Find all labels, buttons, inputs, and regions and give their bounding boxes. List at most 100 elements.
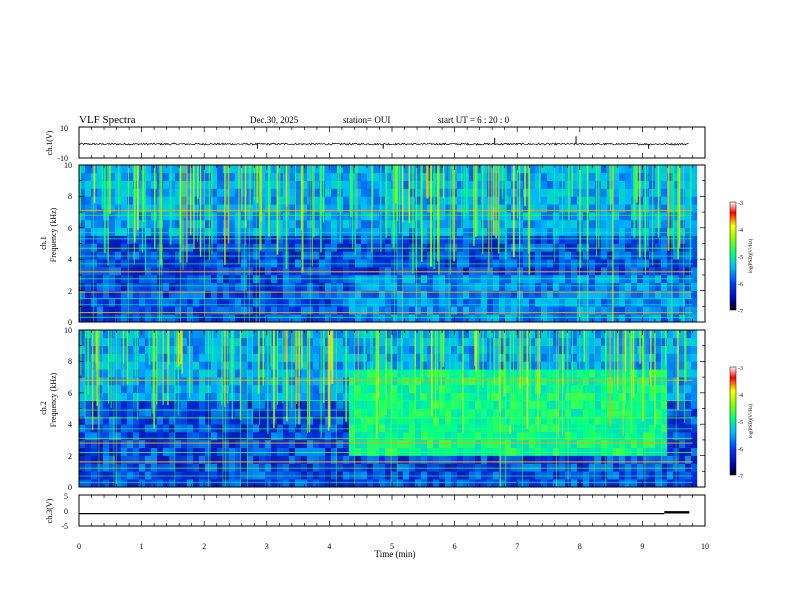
spec-cell: [259, 235, 266, 244]
spec-cell: [445, 361, 452, 370]
spec-cell: [127, 165, 134, 174]
spec-cell: [241, 416, 248, 425]
spec-cell: [103, 471, 110, 480]
spec-cell: [397, 290, 404, 299]
spec-cell: [457, 282, 464, 291]
spec-cell: [193, 463, 200, 472]
spec-cell: [691, 180, 698, 189]
spec-cell: [235, 337, 242, 346]
spec-cell: [529, 180, 536, 189]
spec-cell: [127, 227, 134, 236]
spec-cell: [415, 314, 422, 323]
spec-cell: [157, 455, 164, 464]
spec-cell: [259, 337, 266, 346]
spec-cell: [457, 463, 464, 472]
spec-cell: [211, 377, 218, 386]
spec-cell: [613, 479, 620, 488]
spec-cell: [211, 345, 218, 354]
spec-cell: [259, 377, 266, 386]
spec-cell: [511, 361, 518, 370]
spec-cell: [385, 447, 392, 456]
spec-cell: [115, 290, 122, 299]
spec-cell: [151, 455, 158, 464]
spec-cell: [379, 424, 386, 433]
spec-cell: [301, 361, 308, 370]
spec-cell: [283, 282, 290, 291]
spec-cell: [499, 306, 506, 315]
spec-cell: [505, 353, 512, 362]
ch3-waveform-panel: 5 0 -5 ch.3(V) 0 1 2 3 4 5 6 7 8 9 10 Time (min): [45, 492, 709, 559]
spec-cell: [199, 455, 206, 464]
spec-cell: [499, 463, 506, 472]
spec-cell: [367, 463, 374, 472]
spec-cell: [583, 447, 590, 456]
spec-cell: [481, 400, 488, 409]
spec-cell: [463, 330, 470, 339]
spec-cell: [349, 314, 356, 323]
spec-cell: [91, 377, 98, 386]
spec-cell: [115, 463, 122, 472]
ch1-spec-ytick-0: 0: [68, 318, 72, 327]
spec-cell: [103, 314, 110, 323]
spec-cell: [187, 235, 194, 244]
spec-cell: [589, 290, 596, 299]
spec-cell: [415, 447, 422, 456]
spec-cell: [223, 251, 230, 260]
spec-cell: [337, 314, 344, 323]
spec-cell: [121, 188, 128, 197]
spec-cell: [463, 463, 470, 472]
spec-cell: [529, 455, 536, 464]
spec-cell: [79, 235, 86, 244]
spec-cell: [679, 479, 686, 488]
spec-cell: [337, 400, 344, 409]
spec-cell: [295, 172, 302, 181]
spec-cell: [139, 282, 146, 291]
spec-cell: [313, 455, 320, 464]
spec-cell: [85, 290, 92, 299]
spec-cell: [415, 212, 422, 221]
spec-cell: [223, 243, 230, 252]
spec-cell: [571, 330, 578, 339]
spec-cell: [463, 471, 470, 480]
spec-cell: [367, 267, 374, 276]
spec-cell: [373, 180, 380, 189]
spec-cell: [637, 392, 644, 401]
spec-cell: [469, 361, 476, 370]
spec-cell: [685, 439, 692, 449]
spec-cell: [547, 212, 554, 221]
spec-cell: [325, 212, 332, 221]
spec-cell: [337, 392, 344, 401]
spec-cell: [319, 361, 326, 370]
spec-cell: [103, 282, 110, 291]
spec-cell: [139, 369, 146, 378]
spec-cell: [283, 392, 290, 401]
spec-cell: [337, 243, 344, 252]
spec-cell: [667, 165, 674, 174]
spec-cell: [649, 298, 656, 307]
ch2-cb-tick-5: -5: [738, 420, 743, 426]
spec-cell: [523, 424, 530, 433]
spec-cell: [625, 251, 632, 260]
spec-cell: [103, 463, 110, 472]
spec-cell: [601, 204, 608, 213]
spec-cell: [247, 282, 254, 291]
spec-cell: [331, 204, 338, 213]
spec-cell: [385, 204, 392, 213]
spec-cell: [115, 439, 122, 449]
spec-cell: [493, 416, 500, 425]
spec-cell: [505, 212, 512, 221]
spec-cell: [481, 172, 488, 181]
spec-cell: [127, 337, 134, 346]
spec-cell: [139, 416, 146, 425]
spec-cell: [661, 408, 668, 417]
spec-cell: [415, 439, 422, 449]
spec-cell: [253, 384, 260, 394]
spec-cell: [529, 314, 536, 323]
spec-cell: [163, 180, 170, 189]
spec-cell: [583, 227, 590, 236]
spec-cell: [217, 392, 224, 401]
spec-cell: [589, 251, 596, 260]
spec-cell: [691, 227, 698, 236]
spec-cell: [403, 298, 410, 307]
spec-cell: [103, 180, 110, 189]
